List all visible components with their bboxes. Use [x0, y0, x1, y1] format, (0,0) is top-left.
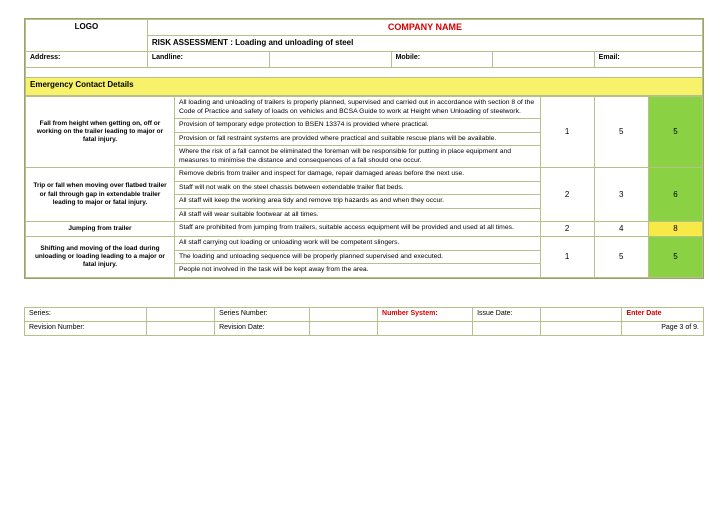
footer-row-1: Series: Series Number: Number System: Is… [25, 307, 704, 321]
table-row: Trip or fall when moving over flatbed tr… [26, 168, 703, 181]
series-label: Series: [25, 307, 147, 321]
measure-cell: Remove debris from trailer and inspect f… [174, 168, 540, 181]
measure-cell: Staff will not walk on the steel chassis… [174, 181, 540, 194]
measure-cell: All loading and unloading of trailers is… [174, 97, 540, 119]
score2-cell: 5 [594, 97, 648, 168]
ecd-bar: Emergency Contact Details [26, 78, 703, 96]
mobile-label: Mobile: [391, 52, 493, 68]
header-table: LOGO COMPANY NAME RISK ASSESSMENT : Load… [25, 19, 703, 96]
measure-cell: Provision or fall restraint systems are … [174, 132, 540, 145]
table-row: Fall from height when getting on, off or… [26, 97, 703, 119]
number-system-label: Number System: [378, 307, 473, 321]
email-label: Email: [594, 52, 702, 68]
ecd-label: Emergency Contact Details [26, 78, 703, 96]
score2-cell: 5 [594, 237, 648, 277]
revision-number-value [147, 321, 215, 335]
hazard-cell: Fall from height when getting on, off or… [26, 97, 175, 168]
hazard-cell: Trip or fall when moving over flatbed tr… [26, 168, 175, 222]
table-row: Shifting and moving of the load during u… [26, 237, 703, 250]
score1-cell: 2 [540, 222, 594, 237]
risk-table: Fall from height when getting on, off or… [25, 96, 703, 277]
issue-date-label: Issue Date: [473, 307, 541, 321]
enter-date-label: Enter Date [622, 307, 704, 321]
measure-cell: All staff will wear suitable footwear at… [174, 208, 540, 221]
series-value [147, 307, 215, 321]
risk-sheet: LOGO COMPANY NAME RISK ASSESSMENT : Load… [24, 18, 704, 279]
measure-cell: Where the risk of a fall cannot be elimi… [174, 146, 540, 168]
series-number-label: Series Number: [215, 307, 310, 321]
logo-cell: LOGO [26, 20, 148, 52]
score2-cell: 3 [594, 168, 648, 222]
company-name: COMPANY NAME [147, 20, 702, 36]
measure-cell: Staff are prohibited from jumping from t… [174, 222, 540, 237]
mobile-value [493, 52, 595, 68]
footer-blank-2 [473, 321, 541, 335]
measure-cell: People not involved in the task will be … [174, 264, 540, 277]
hazard-cell: Jumping from trailer [26, 222, 175, 237]
score1-cell: 2 [540, 168, 594, 222]
footer-row-2: Revision Number: Revision Date: Page 3 o… [25, 321, 704, 335]
score1-cell: 1 [540, 237, 594, 277]
measure-cell: Provision of temporary edge protection t… [174, 119, 540, 132]
ra-title: RISK ASSESSMENT : Loading and unloading … [147, 36, 702, 52]
footer-table: Series: Series Number: Number System: Is… [24, 307, 704, 336]
measure-cell: All staff carrying out loading or unload… [174, 237, 540, 250]
score3-cell: 8 [648, 222, 702, 237]
spacer-row [26, 68, 703, 78]
score1-cell: 1 [540, 97, 594, 168]
score3-cell: 5 [648, 237, 702, 277]
landline-value [269, 52, 391, 68]
page: LOGO COMPANY NAME RISK ASSESSMENT : Load… [0, 0, 728, 511]
footer-blank-3 [540, 321, 621, 335]
score3-cell: 6 [648, 168, 702, 222]
landline-label: Landline: [147, 52, 269, 68]
contact-row: Address: Landline: Mobile: Email: [26, 52, 703, 68]
score2-cell: 4 [594, 222, 648, 237]
footer-wrap: Series: Series Number: Number System: Is… [24, 307, 704, 336]
header-row-1: LOGO COMPANY NAME [26, 20, 703, 36]
measure-cell: All staff will keep the working area tid… [174, 195, 540, 208]
series-number-value [310, 307, 378, 321]
revision-date-value [310, 321, 378, 335]
address-label: Address: [26, 52, 148, 68]
page-number: Page 3 of 9. [622, 321, 704, 335]
score3-cell: 5 [648, 97, 702, 168]
table-row: Jumping from trailerStaff are prohibited… [26, 222, 703, 237]
revision-number-label: Revision Number: [25, 321, 147, 335]
hazard-cell: Shifting and moving of the load during u… [26, 237, 175, 277]
revision-date-label: Revision Date: [215, 321, 310, 335]
footer-blank-1 [378, 321, 473, 335]
measure-cell: The loading and unloading sequence will … [174, 250, 540, 263]
issue-date-value [540, 307, 621, 321]
